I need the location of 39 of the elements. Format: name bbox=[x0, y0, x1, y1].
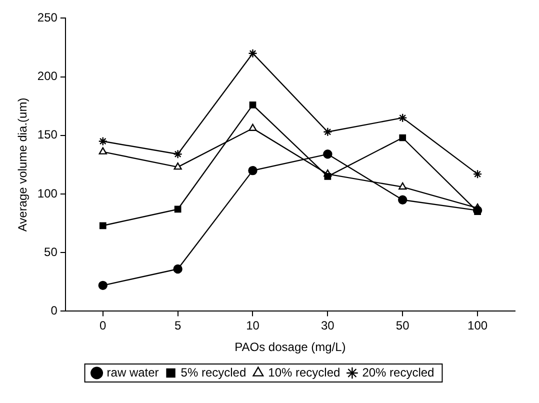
point bbox=[248, 124, 257, 131]
point bbox=[173, 264, 182, 274]
y-tick-label: 100 bbox=[37, 186, 58, 200]
x-tick-label: 30 bbox=[320, 318, 335, 333]
y-tick-label: 50 bbox=[44, 244, 58, 259]
y-tick-label: 0 bbox=[50, 304, 58, 318]
point bbox=[248, 166, 258, 176]
legend-label: 10% recycled bbox=[268, 365, 340, 380]
point bbox=[98, 147, 107, 154]
point bbox=[173, 150, 182, 159]
point bbox=[323, 150, 332, 159]
y-axis-title: Average volume dia.(um) bbox=[16, 98, 30, 232]
point bbox=[398, 195, 408, 204]
y-tick-label: 250 bbox=[37, 10, 58, 25]
legend-label: raw water bbox=[106, 365, 159, 380]
y-tick-label: 150 bbox=[37, 128, 58, 142]
point bbox=[174, 162, 182, 170]
point bbox=[98, 136, 108, 146]
point bbox=[472, 206, 482, 216]
x-axis-title: PAOs dosage (mg/L) bbox=[234, 340, 346, 354]
point bbox=[324, 172, 332, 180]
x-tick-label: 100 bbox=[468, 318, 488, 333]
y-tick-label: 200 bbox=[37, 69, 58, 84]
point bbox=[248, 48, 258, 58]
point bbox=[323, 127, 332, 136]
point bbox=[472, 169, 482, 179]
x-tick-label: 50 bbox=[396, 318, 410, 333]
point bbox=[399, 134, 406, 142]
point bbox=[398, 182, 407, 190]
legend-label: 5% recycled bbox=[180, 365, 246, 380]
x-tick-label: 10 bbox=[246, 318, 260, 333]
legend-label: 20% recycled bbox=[362, 365, 434, 380]
x-tick-label: 5 bbox=[174, 318, 182, 333]
point bbox=[174, 206, 182, 213]
point bbox=[98, 280, 108, 290]
point bbox=[99, 222, 106, 230]
point bbox=[249, 102, 256, 108]
point bbox=[398, 113, 408, 122]
x-tick-label: 0 bbox=[100, 318, 107, 333]
